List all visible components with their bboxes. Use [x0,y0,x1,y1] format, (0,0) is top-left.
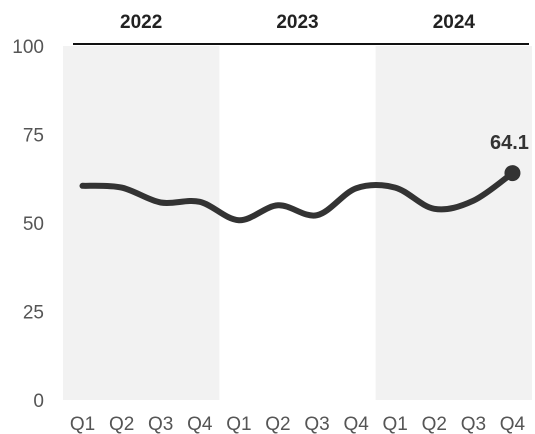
y-tick-label: 75 [23,126,44,147]
y-tick-label: 25 [23,303,44,324]
end-value-label: 64.1 [490,132,529,154]
band-2022 [63,46,220,400]
x-tick-label: Q2 [109,414,134,434]
x-axis: Q1 Q2 Q3 Q4 Q1 Q2 Q3 Q4 Q1 Q2 Q3 Q4 [70,414,526,434]
x-tick-label: Q3 [148,414,173,434]
series-layer: 64.1 [79,132,529,224]
y-tick-label: 0 [33,391,44,412]
x-tick-label: Q2 [422,414,447,434]
x-tick-label: Q4 [500,414,526,434]
x-tick-label: Q1 [70,414,95,434]
band-2024 [375,46,532,400]
y-tick-label: 50 [23,214,44,235]
x-tick-label: Q2 [265,414,290,434]
x-tick-label: Q3 [304,414,329,434]
x-tick-label: Q4 [343,414,369,434]
series-line [79,170,516,224]
year-label-2022: 2022 [120,12,162,33]
y-tick-label: 100 [12,37,44,58]
x-tick-label: Q1 [226,414,251,434]
x-tick-label: Q4 [187,414,213,434]
year-bands [63,46,532,400]
x-tick-label: Q3 [461,414,486,434]
y-axis: 0 25 50 75 100 [12,37,44,412]
x-tick-label: Q1 [383,414,408,434]
year-header: 2022 2023 2024 [73,12,529,45]
year-label-2024: 2024 [433,12,476,33]
end-point-marker [504,165,521,182]
year-label-2023: 2023 [276,12,318,33]
